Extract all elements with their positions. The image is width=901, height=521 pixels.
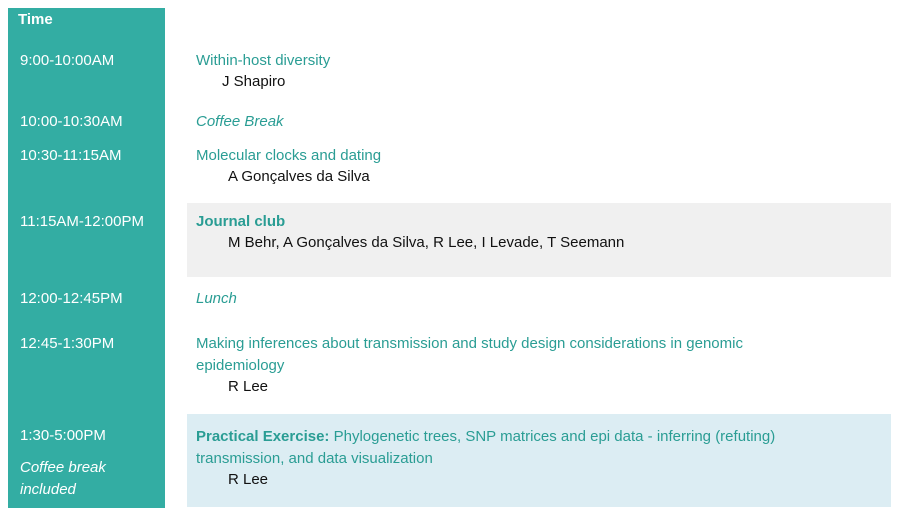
session-speaker: M Behr, A Gonçalves da Silva, R Lee, I L… <box>228 234 625 251</box>
time-slot: 12:45-1:30PM <box>20 335 115 352</box>
session-title: Coffee Break <box>196 113 284 130</box>
practical-exercise-highlight <box>187 414 891 507</box>
session-title-text: Phylogenetic trees, SNP matrices and epi… <box>196 428 776 467</box>
time-slot: 10:30-11:15AM <box>20 147 122 164</box>
session-speaker: R Lee <box>228 378 269 395</box>
time-note: Coffee break included <box>20 459 106 498</box>
session-title: Journal club <box>196 211 285 233</box>
session-speaker: J Shapiro <box>222 73 286 90</box>
session-title: Within-host diversity <box>196 52 331 69</box>
session-title: Making inferences about transmission and… <box>196 335 743 374</box>
time-header: Time <box>18 11 53 28</box>
time-slot: 1:30-5:00PM <box>20 427 106 444</box>
time-slot: 10:00-10:30AM <box>20 113 123 130</box>
session-title-text: Journal club <box>196 213 286 230</box>
session-speaker: A Gonçalves da Silva <box>228 168 370 185</box>
time-slot: 11:15AM-12:00PM <box>20 213 144 230</box>
session-title: Practical Exercise: Phylogenetic trees, … <box>196 426 856 470</box>
session-title-prefix: Practical Exercise: <box>196 428 330 445</box>
time-slot: 9:00-10:00AM <box>20 52 115 69</box>
session-title: Lunch <box>196 290 237 307</box>
time-slot: 12:00-12:45PM <box>20 290 123 307</box>
session-speaker: R Lee <box>228 471 269 488</box>
time-column <box>8 8 165 508</box>
session-title: Molecular clocks and dating <box>196 147 382 164</box>
journal-club-highlight <box>187 203 891 277</box>
